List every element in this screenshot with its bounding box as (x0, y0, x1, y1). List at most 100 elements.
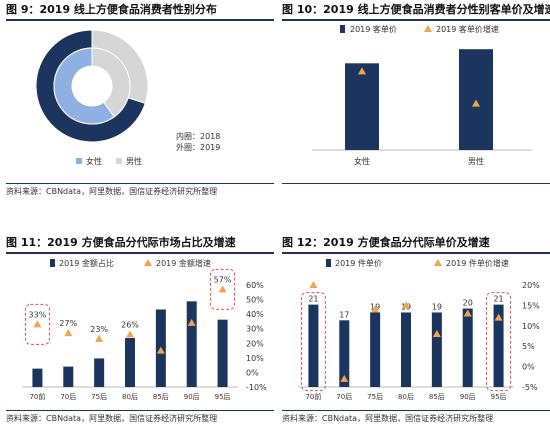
fig11-xtick-4: 85后 (153, 392, 169, 401)
fig12-y2tick-3: 5% (522, 342, 535, 351)
panel-fig12: 图 12：2019 方便食品分代际单价及增速 2019 件单价 2019 件单价增… (282, 233, 550, 427)
fig11-bar-0 (32, 368, 43, 387)
fig12-bar-label-4: 19 (432, 302, 442, 311)
fig12-y2tick-2: 10% (522, 322, 540, 331)
fig11-y2tick-5: 10% (246, 354, 264, 363)
fig12-bar-2 (370, 312, 381, 387)
fig9-legend-swatch-female (76, 158, 82, 164)
fig11-source-rule (6, 410, 274, 411)
fig12-xtick-0: 70前 (305, 392, 321, 401)
fig11-combo-chart: 2019 金额占比 2019 金额增速 60% 50% 40% 30% 20% 10% 0% -1… (22, 258, 267, 401)
fig11-marker-3 (126, 330, 134, 338)
fig11-marker-2 (95, 334, 104, 342)
fig11-marker-label-3: 26% (121, 321, 139, 330)
fig12-marker-1 (340, 374, 349, 382)
fig11-y2tick-6: 0% (246, 368, 259, 377)
fig11-xtick-2: 75后 (91, 392, 107, 401)
fig10-title-rule (282, 19, 550, 21)
fig11-marker-4 (156, 346, 165, 354)
fig12-legend-swatch-bar (326, 259, 331, 267)
fig12-bar-6 (493, 304, 504, 387)
fig11-marker-6 (218, 285, 227, 293)
fig11-bar-1 (63, 366, 74, 387)
fig10-xtick-0: 女性 (354, 156, 370, 166)
fig11-xtick-3: 80后 (122, 392, 138, 401)
fig11-legend-swatch-marker (144, 259, 152, 266)
fig11-highlight-0 (24, 303, 50, 345)
fig12-xtick-6: 95后 (491, 392, 507, 401)
fig12-xtick-5: 90后 (460, 392, 476, 401)
panel-fig10: 图 10：2019 线上方便食品消费者分性别客单价及增速 2019 客单价 201… (282, 0, 550, 196)
fig12-xtick-1: 70后 (336, 392, 352, 401)
fig11-marker-5 (187, 318, 196, 326)
fig11-y2tick-0: 60% (246, 281, 264, 290)
fig11-y2tick-2: 40% (246, 310, 264, 319)
fig11-bar-3 (125, 338, 135, 387)
fig11-title-rule (6, 252, 274, 254)
fig11-y2tick-3: 30% (246, 325, 264, 334)
fig11-marker-label-0: 33% (29, 310, 47, 319)
fig12-bar-label-0: 21 (308, 295, 318, 304)
fig12-marker-3 (402, 301, 410, 309)
fig11-legend-marker: 2019 金额增速 (156, 258, 211, 268)
fig11-xtick-1: 70后 (60, 392, 76, 401)
fig12-y2tick-5: -5% (522, 383, 538, 392)
fig11-marker-0 (33, 320, 42, 328)
fig11-title: 图 11：2019 方便食品分代际市场占比及增速 (6, 236, 236, 249)
fig12-y2tick-4: 0% (522, 363, 535, 372)
fig9-annotation-outer: 外圈：2019 (176, 142, 220, 152)
fig12-highlight-6 (486, 292, 512, 392)
fig11-legend-bar: 2019 金额占比 (59, 258, 114, 268)
fig12-legend-marker: 2019 件单价增速 (446, 258, 509, 268)
fig10-xtick-1: 男性 (468, 156, 484, 166)
fig11-bar-5 (186, 301, 197, 387)
fig12-y2tick-1: 15% (522, 301, 540, 310)
fig12-marker-4 (432, 329, 441, 337)
fig12-marker-6 (494, 313, 503, 321)
fig9-legend-male: 男性 (126, 156, 142, 166)
fig10-source-rule (282, 183, 550, 184)
fig11-xtick-5: 90后 (184, 392, 200, 401)
fig11-y2tick-4: 20% (246, 339, 264, 348)
fig12-combo-chart: 2019 件单价 2019 件单价增速 20% 15% 10% 5% 0% -5% 21 70前 1… (298, 258, 540, 401)
fig12-bar-1 (339, 320, 350, 387)
fig10-legend-marker: 2019 客单价增速 (436, 24, 499, 34)
fig9-legend-swatch-male (116, 158, 122, 164)
fig12-bar-label-5: 20 (463, 299, 473, 308)
fig10-legend-swatch-bar (340, 25, 345, 33)
fig11-legend-swatch-bar (50, 259, 55, 267)
fig9-legend-female: 女性 (86, 156, 102, 166)
fig9-source-rule (6, 183, 274, 184)
fig12-marker-2 (371, 305, 380, 313)
fig12-bar-0 (308, 304, 319, 387)
panel-fig9: 图 9：2019 线上方便食品消费者性别分布 女性 男性 内圈：2018 外圈：201… (6, 0, 274, 196)
fig12-source: 资料来源：CBNdata，阿里数据，国信证券经济研究所整理 (282, 414, 494, 423)
fig12-bar-4 (431, 312, 442, 387)
fig11-marker-label-2: 23% (90, 325, 108, 334)
fig10-legend-bar: 2019 客单价 (350, 24, 397, 34)
fig12-bar-5 (462, 308, 473, 387)
fig11-marker-label-6: 57% (214, 275, 232, 284)
fig11-highlight-6 (210, 268, 236, 310)
fig9-source: 资料来源：CBNdata，阿里数据，国信证券经济研究所整理 (6, 187, 218, 196)
fig12-legend-swatch-marker (434, 259, 442, 266)
fig9-title-rule (6, 19, 274, 21)
fig10-marker-0 (358, 67, 366, 75)
fig11-bar-6 (217, 319, 228, 387)
fig12-xtick-4: 85后 (429, 392, 445, 401)
fig11-y2tick-1: 50% (246, 296, 264, 305)
fig9-slice-inner-female (53, 47, 116, 125)
fig12-bar-3 (401, 312, 411, 387)
fig11-bar-2 (94, 358, 105, 387)
fig11-marker-1 (64, 329, 73, 337)
fig11-y2tick-7: -10% (246, 383, 267, 392)
fig9-annotation-inner: 内圈：2018 (176, 131, 220, 141)
fig12-y2tick-0: 20% (522, 281, 540, 290)
fig11-marker-label-1: 27% (59, 319, 77, 328)
fig12-xtick-3: 80后 (398, 392, 414, 401)
fig10-marker-1 (472, 99, 480, 107)
fig10-bar-1 (459, 49, 493, 151)
fig12-source-rule (282, 410, 550, 411)
